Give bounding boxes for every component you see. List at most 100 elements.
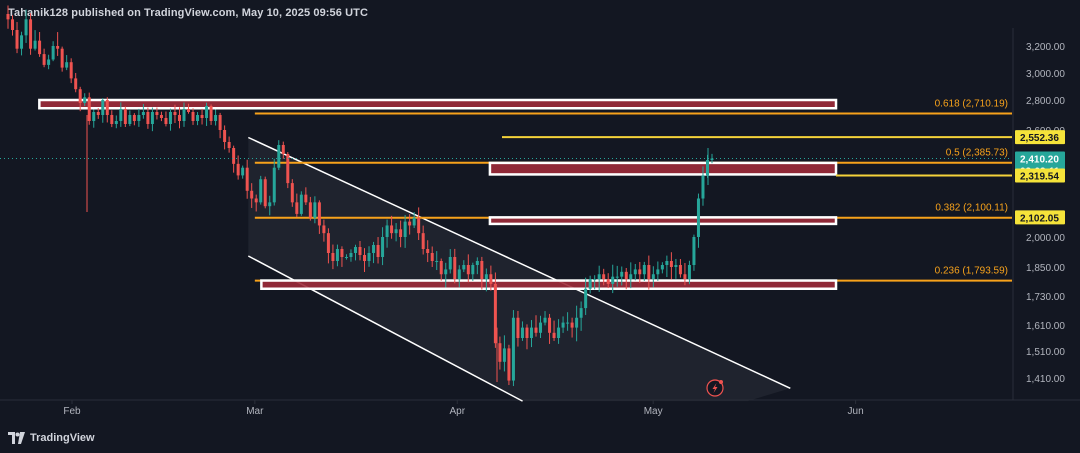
y-axis-tick-label: 1,610.00 <box>1026 321 1065 332</box>
fib-level-label: 0.5 (2,385.73) <box>946 148 1008 159</box>
candle-body <box>710 158 714 160</box>
price-tag-value: 2,319.54 <box>1020 171 1059 182</box>
candle-body <box>466 265 470 275</box>
candle-body <box>552 332 556 338</box>
candle-body <box>299 194 303 214</box>
x-axis-tick-label: May <box>644 406 663 417</box>
candle-body <box>520 327 524 338</box>
candle-body <box>272 167 276 203</box>
candle-body <box>33 40 37 49</box>
candle-body <box>123 109 127 124</box>
candle-body <box>656 269 660 275</box>
candle-body <box>168 112 172 124</box>
candle-body <box>245 167 249 191</box>
candle-body <box>701 175 705 199</box>
candle-body <box>268 202 272 207</box>
price-tag <box>1015 130 1065 145</box>
candle-body <box>620 271 624 277</box>
candle-body <box>498 343 502 362</box>
candle-body <box>453 257 457 280</box>
candle-body <box>164 118 168 124</box>
candle-body <box>335 249 339 261</box>
candle-body <box>6 14 10 20</box>
tradingview-logo[interactable]: TradingView <box>8 432 95 444</box>
candle-body <box>430 253 434 261</box>
candle-body <box>683 274 687 280</box>
candle-body <box>349 253 353 257</box>
chart-header: Tahanik128 published on TradingView.com,… <box>0 0 1080 26</box>
candle-body <box>358 247 362 255</box>
candle-body <box>502 348 506 362</box>
x-axis-tick-label: Apr <box>449 406 465 417</box>
candle-body <box>674 265 678 267</box>
fib-level-label: 0.236 (1,793.59) <box>935 266 1008 277</box>
candle-body <box>87 97 91 121</box>
candle-body <box>390 225 394 234</box>
chart-footer: TradingView <box>0 426 1080 453</box>
candle-body <box>236 163 240 176</box>
candle-body <box>308 202 312 218</box>
candle-body <box>353 247 357 253</box>
candle-body <box>344 257 348 258</box>
candle-body <box>557 327 561 338</box>
candle-body <box>439 261 443 275</box>
price-chart[interactable]: 0.618 (2,710.19) 0.5 (2,385.73) 0.382 (2,1… <box>0 0 1080 426</box>
candle-body <box>408 221 412 226</box>
candle-body <box>42 54 46 65</box>
candle-body <box>101 100 105 115</box>
candle-body <box>340 249 344 257</box>
candle-body <box>588 279 592 289</box>
candle-body <box>20 35 24 49</box>
fib-level-label: 0.618 (2,710.19) <box>935 98 1008 109</box>
candle-body <box>566 322 570 324</box>
candle-body <box>259 179 263 203</box>
candle-body <box>92 112 96 121</box>
candle-body <box>421 233 425 249</box>
candle-body <box>534 327 538 333</box>
candle-body <box>24 19 28 36</box>
candle-body <box>529 327 533 338</box>
y-axis-tick-label: 3,200.00 <box>1026 42 1065 53</box>
lightning-icon <box>712 383 718 393</box>
candle-body <box>250 190 254 199</box>
candle-body <box>507 348 511 381</box>
candle-body <box>146 112 150 124</box>
candle-body <box>385 225 389 237</box>
candle-body <box>367 253 371 261</box>
candle-body <box>539 322 543 333</box>
candle-body <box>597 274 601 280</box>
candle-body <box>638 269 642 275</box>
candle-body <box>593 279 597 281</box>
candle-body <box>435 261 439 262</box>
candle-body <box>196 115 200 121</box>
candle-body <box>11 19 15 30</box>
candle-body <box>128 115 132 124</box>
candle-body <box>141 112 145 115</box>
candle-body <box>331 253 335 261</box>
flip-zone <box>488 216 838 226</box>
candle-body <box>489 274 493 284</box>
candle-body <box>584 288 588 309</box>
candle-body <box>200 115 204 118</box>
candle-body <box>475 261 479 265</box>
candle-body <box>669 261 673 267</box>
candle-body <box>516 317 520 338</box>
candle-body <box>678 265 682 275</box>
price-tag-value: 2,552.36 <box>1020 133 1059 144</box>
candle-body <box>457 269 461 280</box>
candle-body <box>78 89 82 103</box>
candle-body <box>317 202 321 226</box>
candle-body <box>647 265 651 280</box>
candle-body <box>480 261 484 280</box>
candle-body <box>363 255 367 261</box>
candle-body <box>47 59 51 65</box>
candle-body <box>155 112 159 115</box>
candle-body <box>241 167 245 176</box>
candle-body <box>394 229 398 234</box>
candle-body <box>575 317 579 328</box>
candle-body <box>286 154 290 184</box>
candle-body <box>38 40 42 55</box>
candle-body <box>511 317 515 381</box>
candle-body <box>579 308 583 318</box>
channel-upper-line <box>247 136 791 389</box>
